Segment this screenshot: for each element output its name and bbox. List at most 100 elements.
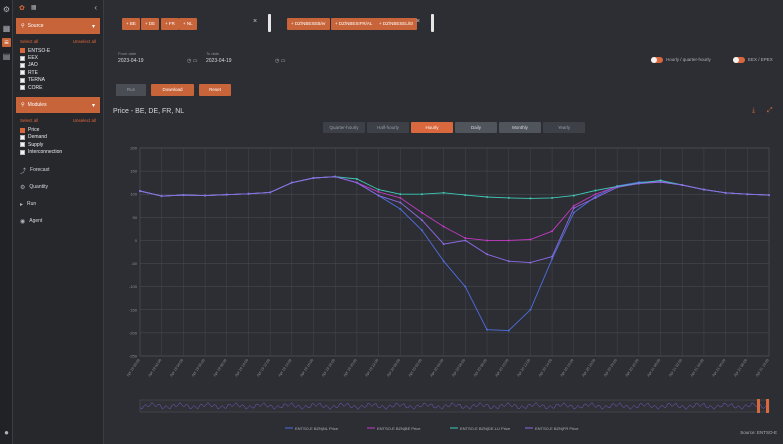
- module-item[interactable]: Interconnection: [13, 149, 103, 156]
- clear-series-icon[interactable]: ×: [416, 18, 421, 25]
- checkbox-icon[interactable]: [20, 70, 25, 76]
- download-button[interactable]: Download: [151, 84, 194, 96]
- y-tick-label: -100: [129, 284, 138, 289]
- range-button[interactable]: Yearly: [543, 122, 585, 133]
- module-item[interactable]: Demand: [13, 134, 103, 141]
- legend-entry: ENTSO-E BZN|DE-LU Price: [460, 426, 511, 431]
- modules-unselect-all-link[interactable]: Unselect all: [72, 118, 96, 124]
- table-icon[interactable]: ▤: [2, 52, 11, 61]
- source-item[interactable]: TERNA: [13, 77, 103, 84]
- user-icon[interactable]: ●: [4, 428, 9, 437]
- data-point: [551, 196, 554, 199]
- data-point: [399, 196, 402, 199]
- granularity-toggle[interactable]: [651, 57, 663, 63]
- checkbox-icon[interactable]: [20, 62, 25, 68]
- module-item-label: Supply: [28, 141, 44, 148]
- calendar-icon[interactable]: ◷ ▭: [187, 58, 198, 64]
- source-item[interactable]: CORE: [13, 84, 103, 91]
- data-point: [399, 193, 402, 196]
- source-item-label: JAO: [28, 62, 38, 69]
- data-point: [377, 188, 380, 191]
- checkbox-icon[interactable]: [20, 48, 25, 54]
- source-list: ENTSO-E EEX JAO RTE TERNA CORE: [13, 47, 103, 91]
- apps-icon[interactable]: ▦: [30, 5, 37, 11]
- checkbox-icon[interactable]: [20, 127, 25, 133]
- x-tick-label: Apr 21 02:00: [668, 358, 683, 377]
- series-chip[interactable]: + DZ/NBESEB/er: [287, 18, 330, 30]
- checkbox-icon[interactable]: [20, 142, 25, 148]
- download-icon[interactable]: ⤓: [752, 107, 756, 114]
- exchange-toggle[interactable]: [733, 57, 745, 63]
- range-button[interactable]: Quarter-hourly: [323, 122, 365, 133]
- x-tick-label: Apr 19 20:00: [343, 358, 358, 377]
- checkbox-icon[interactable]: [20, 77, 25, 83]
- data-point: [486, 253, 489, 256]
- checkbox-icon[interactable]: [20, 134, 25, 140]
- data-point: [594, 195, 597, 198]
- module-item[interactable]: Price: [13, 126, 103, 133]
- data-point: [572, 207, 575, 210]
- x-tick-label: Apr 19 14:00: [278, 358, 293, 377]
- sidebar-nav-item[interactable]: ⚙ Quantity: [13, 179, 103, 196]
- data-point: [659, 179, 662, 182]
- sidebar-nav-item[interactable]: ⤴ Forecast: [13, 162, 103, 179]
- x-tick-label: Apr 20 02:00: [408, 358, 423, 377]
- checkbox-icon[interactable]: [20, 149, 25, 155]
- source-note: Source: ENTSO-E: [740, 430, 777, 435]
- source-section-header[interactable]: ⚲ Source ▾: [16, 18, 100, 34]
- country-chip[interactable]: + FR: [161, 18, 179, 30]
- source-item[interactable]: ENTSO-E: [13, 47, 103, 54]
- calendar-icon[interactable]: ◷ ▭: [275, 58, 286, 64]
- divider-handle[interactable]: [431, 14, 434, 32]
- play-icon: ▸: [20, 201, 24, 208]
- data-point: [551, 255, 554, 258]
- range-button[interactable]: Daily: [455, 122, 497, 133]
- settings-icon[interactable]: ⚙: [2, 5, 11, 14]
- to-date-input[interactable]: 2023-04-19: [206, 58, 232, 64]
- expand-icon[interactable]: ⤢: [767, 107, 773, 114]
- run-button[interactable]: Run: [116, 84, 146, 96]
- source-item[interactable]: RTE: [13, 69, 103, 76]
- country-chip[interactable]: + DE: [141, 18, 160, 30]
- data-point: [551, 230, 554, 233]
- trend-icon: ⤴: [20, 168, 27, 175]
- series-line: [139, 176, 770, 264]
- source-select-all-link[interactable]: Select all: [20, 39, 39, 44]
- data-point: [377, 190, 380, 193]
- checkbox-icon[interactable]: [20, 55, 25, 61]
- modules-select-all-link[interactable]: Select all: [20, 118, 39, 124]
- from-date-input[interactable]: 2023-04-19: [118, 58, 144, 64]
- series-chip[interactable]: + DZ/NBESIFR/AL: [331, 18, 377, 30]
- x-tick-label: Apr 20 16:00: [560, 358, 575, 377]
- data-point: [420, 219, 423, 222]
- modules-section-header[interactable]: ⚲ Modules ▾: [16, 97, 100, 114]
- country-chip[interactable]: + BE: [122, 18, 140, 30]
- module-item[interactable]: Supply: [13, 141, 103, 148]
- range-button[interactable]: Hourly: [411, 122, 453, 133]
- range-button[interactable]: Monthly: [499, 122, 541, 133]
- divider-handle[interactable]: [268, 14, 271, 32]
- series-chip[interactable]: + DZ/NBESEL/EI: [375, 18, 418, 30]
- sidebar-nav-item[interactable]: ▸ Run: [13, 196, 103, 213]
- y-tick-label: -150: [129, 307, 138, 312]
- grid-icon[interactable]: ▦: [2, 24, 11, 33]
- data-point: [486, 195, 489, 198]
- data-point: [225, 193, 228, 196]
- checkbox-icon[interactable]: [20, 85, 25, 91]
- sidebar-nav: ⤴ Forecast ⚙ Quantity ▸ Run ◉ Agent: [13, 162, 103, 230]
- source-item[interactable]: EEX: [13, 54, 103, 61]
- x-tick-label: Apr 20 06:00: [451, 358, 466, 377]
- chart-icon[interactable]: ≡: [2, 38, 11, 47]
- data-point: [290, 181, 293, 184]
- source-unselect-all-link[interactable]: Unselect all: [72, 39, 96, 44]
- collapse-icon[interactable]: ‹: [94, 3, 97, 12]
- sidebar-nav-label: Quantity: [29, 184, 49, 191]
- range-button[interactable]: Half-hourly: [367, 122, 409, 133]
- x-tick-label: Apr 19 06:00: [191, 358, 206, 377]
- source-item[interactable]: JAO: [13, 62, 103, 69]
- country-chip[interactable]: + NL: [179, 18, 197, 30]
- clear-countries-icon[interactable]: ×: [253, 18, 258, 25]
- reset-button[interactable]: Reset: [199, 84, 231, 96]
- sidebar-nav-item[interactable]: ◉ Agent: [13, 213, 103, 230]
- data-point: [312, 177, 315, 180]
